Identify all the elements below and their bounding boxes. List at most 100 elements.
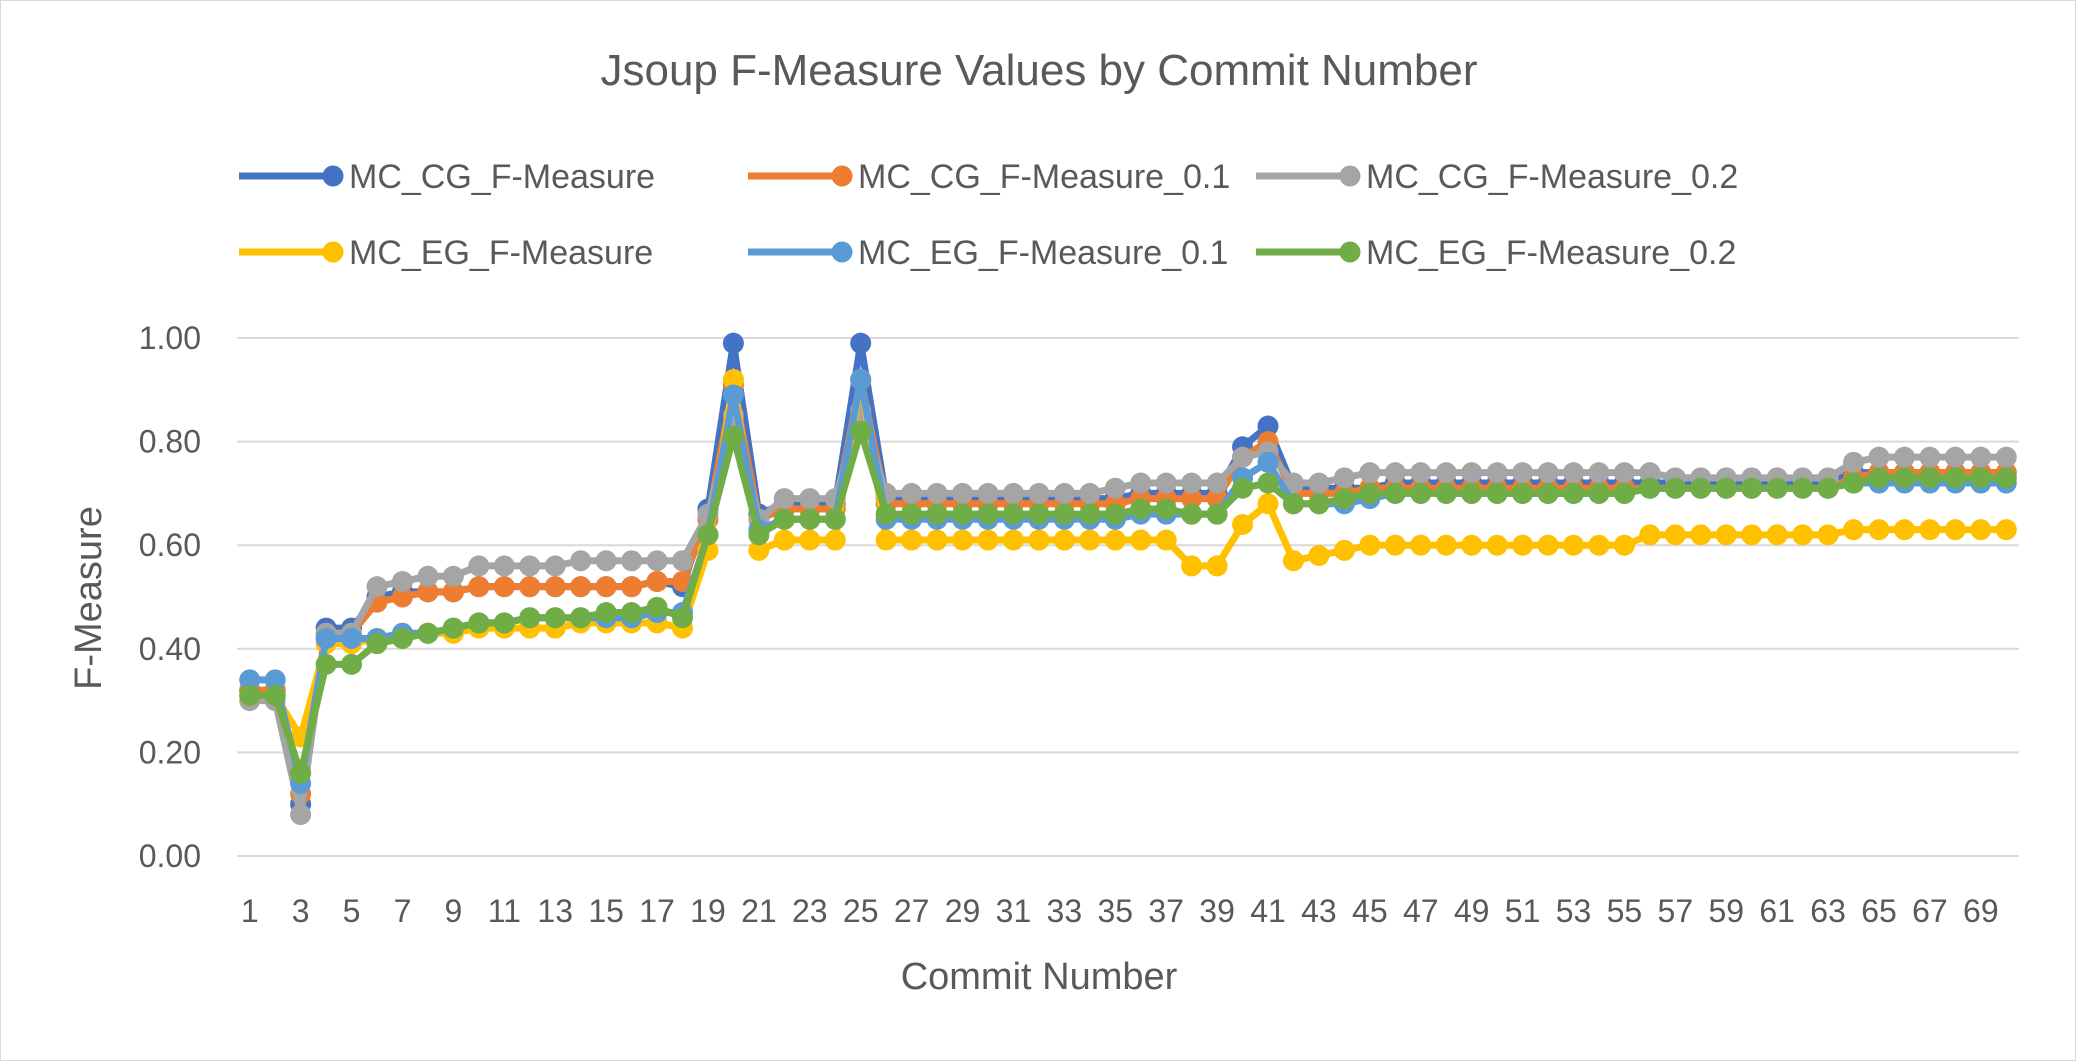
x-tick-label: 53	[1556, 893, 1592, 929]
data-point	[1970, 446, 1992, 468]
data-point	[1257, 472, 1279, 494]
x-tick-label: 51	[1505, 893, 1541, 929]
data-point	[1079, 482, 1101, 504]
x-axis-ticks: 1 3 5 7 9 11 13 15 17 19 21 23 25 27 29 31 33 35 37 39 41 43 4…	[241, 893, 1999, 929]
data-point	[1868, 446, 1890, 468]
data-point	[1817, 477, 1839, 499]
data-point	[1537, 534, 1559, 556]
x-tick-label: 65	[1861, 893, 1897, 929]
x-tick-label: 41	[1250, 893, 1286, 929]
data-point	[544, 576, 566, 598]
legend-label: MC_EG_F-Measure_0.1	[858, 234, 1228, 272]
data-point	[1970, 467, 1992, 489]
data-point	[646, 596, 668, 618]
data-point	[1944, 519, 1966, 541]
data-point	[1002, 482, 1024, 504]
legend-item: MC_CG_F-Measure_0.1	[748, 158, 1230, 196]
data-point	[1435, 482, 1457, 504]
data-point	[1104, 503, 1126, 525]
data-point	[1181, 488, 1203, 510]
data-point	[519, 555, 541, 577]
data-point	[926, 482, 948, 504]
x-tick-label: 11	[488, 893, 521, 929]
data-point	[417, 581, 439, 603]
y-tick-label: 0.80	[139, 424, 201, 460]
data-point	[1206, 555, 1228, 577]
data-point	[799, 529, 821, 551]
x-tick-label: 33	[1047, 893, 1083, 929]
legend-marker	[831, 241, 853, 263]
data-point	[1461, 482, 1483, 504]
data-point	[570, 550, 592, 572]
data-point	[646, 550, 668, 572]
data-point	[239, 684, 261, 706]
data-point	[1715, 524, 1737, 546]
data-point	[391, 627, 413, 649]
data-point	[1282, 550, 1304, 572]
data-point	[926, 529, 948, 551]
data-point	[1843, 451, 1865, 473]
legend-item: MC_EG_F-Measure_0.2	[1256, 234, 1736, 272]
data-point	[1155, 498, 1177, 520]
data-point	[1843, 519, 1865, 541]
y-tick-label: 0.00	[139, 838, 201, 874]
data-point	[1435, 534, 1457, 556]
data-point	[1257, 493, 1279, 515]
legend-label: MC_CG_F-Measure_0.2	[1366, 158, 1738, 196]
data-point	[1613, 462, 1635, 484]
data-point	[722, 368, 744, 390]
data-point	[391, 570, 413, 592]
data-point	[722, 384, 744, 406]
legend-marker	[1339, 241, 1361, 263]
series-MC_CG_F-Measure_0.1	[239, 368, 2017, 805]
data-point	[901, 503, 923, 525]
data-point	[1130, 498, 1152, 520]
x-tick-label: 67	[1912, 893, 1948, 929]
legend-item: MC_CG_F-Measure	[239, 158, 655, 196]
series-line	[249, 427, 2007, 777]
data-point	[1053, 503, 1075, 525]
data-point	[1028, 482, 1050, 504]
data-point	[1613, 534, 1635, 556]
data-point	[799, 488, 821, 510]
data-point	[1486, 482, 1508, 504]
data-point	[1843, 472, 1865, 494]
legend-marker	[1339, 165, 1361, 187]
data-point	[1308, 472, 1330, 494]
data-point	[824, 508, 846, 530]
data-point	[1995, 519, 2017, 541]
data-point	[1104, 529, 1126, 551]
legend-marker	[322, 241, 344, 263]
data-point	[1308, 545, 1330, 567]
data-point	[1384, 462, 1406, 484]
data-point	[926, 503, 948, 525]
data-point	[1486, 534, 1508, 556]
legend-item: MC_EG_F-Measure_0.1	[748, 234, 1228, 272]
data-point	[1053, 529, 1075, 551]
y-tick-label: 0.60	[139, 527, 201, 563]
y-tick-label: 1.00	[139, 320, 201, 356]
data-point	[1944, 446, 1966, 468]
x-axis-title: Commit Number	[901, 956, 1178, 998]
x-tick-label: 3	[292, 893, 310, 929]
data-point	[1995, 467, 2017, 489]
data-point	[468, 576, 490, 598]
data-point	[366, 576, 388, 598]
data-point	[468, 555, 490, 577]
data-point	[1817, 524, 1839, 546]
data-point	[1919, 446, 1941, 468]
data-point	[875, 503, 897, 525]
data-point	[1079, 529, 1101, 551]
series-line	[249, 407, 2007, 819]
data-point	[315, 627, 337, 649]
data-point	[1486, 462, 1508, 484]
x-tick-label: 69	[1963, 893, 1999, 929]
data-point	[1028, 529, 1050, 551]
data-point	[1613, 482, 1635, 504]
data-point	[417, 565, 439, 587]
data-point	[1028, 503, 1050, 525]
data-point	[1741, 524, 1763, 546]
data-point	[1232, 446, 1254, 468]
